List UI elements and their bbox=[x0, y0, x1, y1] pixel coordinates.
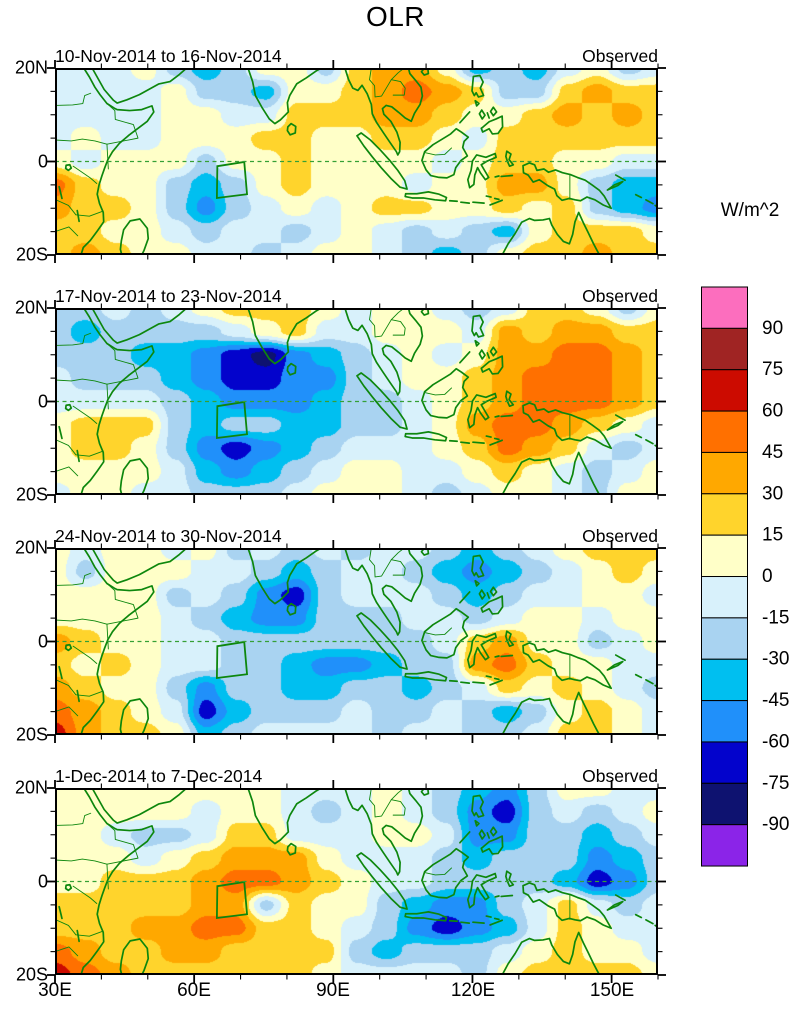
colorbar-tick-label: -60 bbox=[762, 731, 789, 752]
panel-period-label: 24-Nov-2014 to 30-Nov-2014 bbox=[55, 526, 282, 546]
panel-source-label: Observed bbox=[582, 286, 658, 306]
colorbar-tick-label: -15 bbox=[762, 607, 789, 628]
x-axis-label-60e: 60E bbox=[177, 980, 211, 1001]
colorbar-tick-label: 60 bbox=[762, 401, 783, 422]
panel-2-header: 17-Nov-2014 to 23-Nov-2014 Observed bbox=[55, 286, 658, 306]
colorbar-tick-label: 0 bbox=[762, 566, 773, 587]
colorbar-cell bbox=[701, 782, 748, 826]
colorbar-tick-label: -45 bbox=[762, 690, 789, 711]
index-region-box bbox=[217, 402, 247, 438]
colorbar-cell bbox=[701, 617, 748, 660]
y-axis-label-20n: 20N bbox=[14, 777, 48, 798]
colorbar-cell bbox=[701, 451, 748, 495]
colorbar-tick-label: 30 bbox=[762, 483, 783, 504]
panel-4: 1-Dec-2014 to 7-Dec-2014 Observed 20N 0 … bbox=[15, 766, 666, 985]
colorbar-tick-label: -90 bbox=[762, 814, 789, 835]
x-axis-label-120e: 120E bbox=[450, 980, 496, 1001]
map-overlay bbox=[47, 540, 666, 743]
y-axis-label-20s: 20S bbox=[15, 244, 48, 265]
colorbar-tick-label: -75 bbox=[762, 773, 789, 794]
colorbar-cell bbox=[701, 369, 748, 412]
map-frame bbox=[55, 68, 658, 255]
index-region-box bbox=[217, 882, 247, 918]
x-axis-label-90e: 90E bbox=[316, 980, 350, 1001]
axis-ticks bbox=[47, 780, 666, 983]
map-overlay bbox=[47, 780, 666, 983]
panel-4-header: 1-Dec-2014 to 7-Dec-2014 Observed bbox=[55, 766, 658, 786]
panel-source-label: Observed bbox=[582, 46, 658, 66]
axis-ticks bbox=[47, 300, 666, 503]
colorbar-cell bbox=[701, 576, 748, 619]
y-axis-label-20n: 20N bbox=[14, 537, 48, 558]
colorbar-tick-label: 15 bbox=[762, 525, 783, 546]
colorbar-cell bbox=[701, 824, 748, 867]
axis-ticks bbox=[47, 60, 666, 263]
x-axis-label-30e: 30E bbox=[38, 980, 72, 1001]
colorbar-cell bbox=[701, 700, 748, 743]
axis-ticks bbox=[47, 540, 666, 743]
map-frame bbox=[55, 308, 658, 495]
colorbar-cell bbox=[701, 410, 748, 453]
panel-3-header: 24-Nov-2014 to 30-Nov-2014 Observed bbox=[55, 526, 658, 546]
panel-period-label: 1-Dec-2014 to 7-Dec-2014 bbox=[55, 766, 263, 786]
colorbar-tick-label: 45 bbox=[762, 442, 783, 463]
y-axis-label-20n: 20N bbox=[14, 57, 48, 78]
y-axis-label-0: 0 bbox=[37, 151, 48, 171]
panel-period-label: 10-Nov-2014 to 16-Nov-2014 bbox=[55, 46, 282, 66]
index-region-box bbox=[217, 642, 247, 678]
map-overlay bbox=[47, 300, 666, 503]
colorbar-unit-label: W/m^2 bbox=[720, 200, 780, 221]
map-frame bbox=[55, 788, 658, 975]
panel-1-header: 10-Nov-2014 to 16-Nov-2014 Observed bbox=[55, 46, 658, 66]
panel-1: 10-Nov-2014 to 16-Nov-2014 Observed 20N … bbox=[15, 46, 666, 265]
panel-source-label: Observed bbox=[582, 766, 658, 786]
panel-3: 24-Nov-2014 to 30-Nov-2014 Observed 20N … bbox=[15, 526, 666, 745]
colorbar: 90 75 60 45 30 15 0 -15 -30 -45 -60 -75 -90 bbox=[701, 286, 789, 867]
y-axis-label-20s: 20S bbox=[15, 964, 48, 985]
colorbar-cell bbox=[701, 286, 748, 329]
map-overlay bbox=[47, 60, 666, 263]
y-axis-label-0: 0 bbox=[37, 871, 48, 891]
panel-source-label: Observed bbox=[582, 526, 658, 546]
colorbar-cell bbox=[701, 658, 748, 702]
map-frame bbox=[55, 548, 658, 735]
y-axis-label-20s: 20S bbox=[15, 724, 48, 745]
colorbar-cell bbox=[701, 534, 748, 578]
panel-period-label: 17-Nov-2014 to 23-Nov-2014 bbox=[55, 286, 282, 306]
x-axis-label-150e: 150E bbox=[589, 980, 635, 1001]
y-axis-label-20n: 20N bbox=[14, 297, 48, 318]
index-region-box bbox=[217, 162, 247, 198]
y-axis-label-0: 0 bbox=[37, 631, 48, 651]
colorbar-cell bbox=[701, 741, 748, 784]
colorbar-tick-label: 75 bbox=[762, 359, 783, 380]
y-axis-label-20s: 20S bbox=[15, 484, 48, 505]
colorbar-cell bbox=[701, 327, 748, 371]
colorbar-tick-label: -30 bbox=[762, 649, 789, 670]
colorbar-cell bbox=[701, 493, 748, 536]
panel-2: 17-Nov-2014 to 23-Nov-2014 Observed 20N … bbox=[15, 286, 666, 505]
colorbar-tick-label: 90 bbox=[762, 318, 783, 339]
figure-title: OLR bbox=[365, 1, 426, 32]
y-axis-label-0: 0 bbox=[37, 391, 48, 411]
